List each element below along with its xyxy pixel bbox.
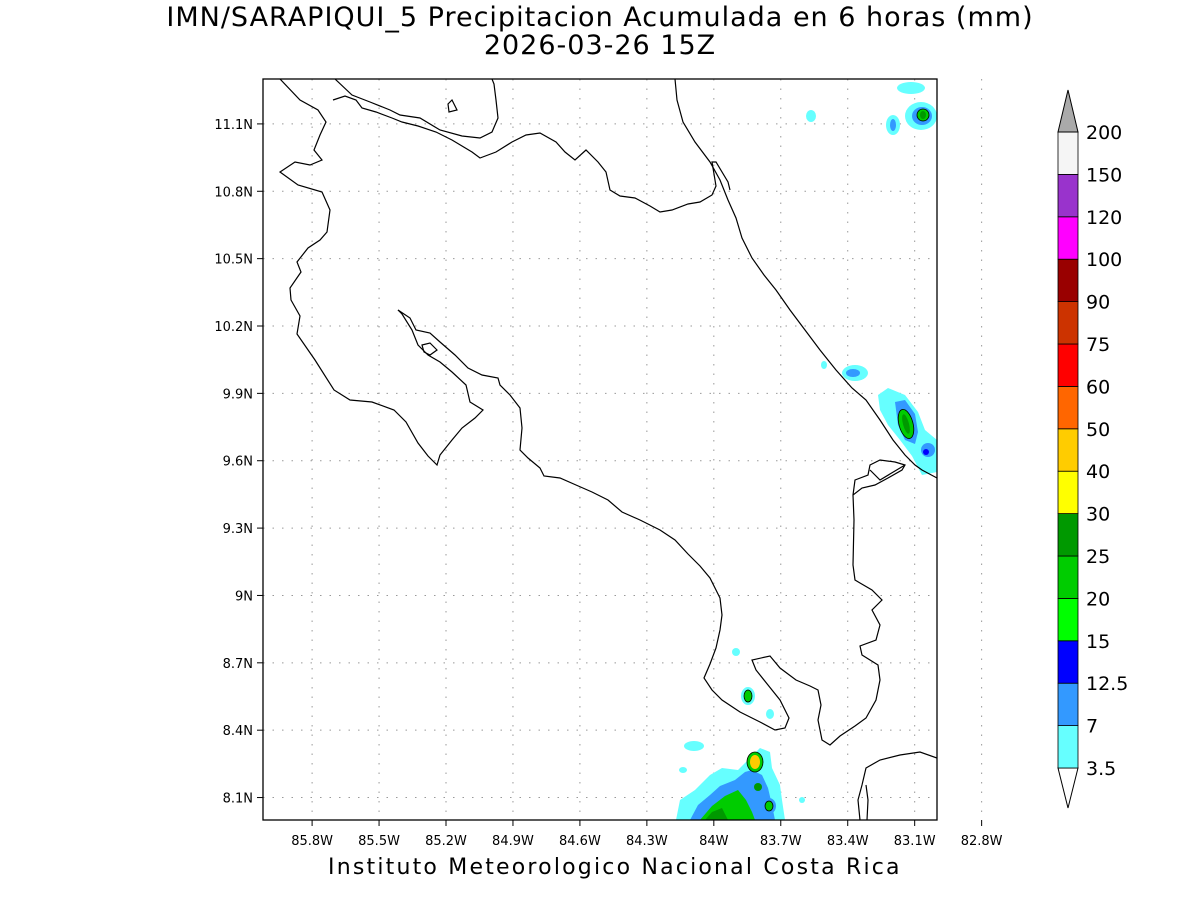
lon-label: 82.8W	[961, 834, 1003, 849]
legend-swatch	[1057, 513, 1079, 557]
legend-swatch	[1057, 173, 1079, 218]
lat-label: 8.1N	[223, 792, 253, 807]
legend-swatch	[1057, 131, 1079, 175]
legend-label: 25	[1086, 546, 1110, 568]
legend-label: 40	[1086, 461, 1110, 483]
lon-label: 85.5W	[358, 834, 400, 849]
legend-swatch	[1057, 682, 1079, 727]
lat-label: 9.6N	[223, 455, 253, 470]
legend-label: 15	[1086, 631, 1110, 653]
nicoya-island	[421, 342, 438, 356]
small-island-north	[447, 98, 458, 113]
lat-label: 8.7N	[223, 657, 253, 672]
lake-nicaragua-shore	[334, 79, 499, 139]
legend-swatch	[1057, 301, 1079, 345]
lat-label: 11.1N	[214, 118, 253, 133]
legend-label: 50	[1086, 419, 1110, 441]
legend-label: 150	[1086, 164, 1122, 186]
legend-label: 7	[1086, 716, 1098, 738]
legend-swatch	[1057, 555, 1079, 599]
legend-label: 200	[1086, 122, 1122, 144]
caribbean-coast	[674, 79, 937, 479]
panama-coast-south	[857, 751, 937, 820]
precip-blob-darkgreen-south	[705, 808, 728, 820]
map-frame	[262, 78, 938, 821]
legend-overflow-arrow	[1057, 89, 1079, 133]
legend-label: 100	[1086, 249, 1122, 271]
graticule-grid	[263, 79, 983, 820]
lon-label: 84W	[699, 834, 729, 849]
map-subtitle-date: 2026-03-26 15Z	[483, 30, 717, 61]
legend-label: 3.5	[1086, 758, 1116, 780]
legend-label: 75	[1086, 334, 1110, 356]
lat-label: 9.9N	[223, 387, 253, 402]
legend-label: 60	[1086, 376, 1110, 398]
legend-colorbar: 3.5 7 12.5 15 20 25 30 40 50 60 75 90 100 120 150 200	[1057, 89, 1128, 809]
legend-swatch	[1057, 258, 1079, 303]
legend-label: 20	[1086, 588, 1110, 610]
nicaragua-border-and-pacific-coast	[278, 79, 484, 467]
lon-label: 84.9W	[492, 834, 534, 849]
lon-label: 83.4W	[827, 834, 869, 849]
lat-label: 8.4N	[223, 724, 253, 739]
panama-border	[869, 464, 906, 481]
legend-swatch	[1057, 343, 1079, 387]
legend-swatch	[1057, 470, 1079, 515]
map-title: IMN/SARAPIQUI_5 Precipitacion Acumulada …	[166, 2, 1034, 33]
legend-label: 120	[1086, 207, 1122, 229]
axis-labels: 11.1N 10.8N 10.5N 10.2N 9.9N 9.6N 9.3N 9N 8.7N 8.…	[214, 118, 1002, 849]
legend-swatch	[1057, 725, 1079, 769]
legend-swatch	[1057, 385, 1079, 430]
osa-peninsula	[716, 700, 745, 730]
lon-label: 85.8W	[291, 834, 333, 849]
lat-label: 9N	[235, 589, 253, 604]
coastline-borders	[278, 79, 937, 820]
lat-label: 10.8N	[214, 185, 253, 200]
san-juan-river-border	[332, 95, 731, 213]
lon-label: 83.7W	[760, 834, 802, 849]
legend-label: 90	[1086, 292, 1110, 314]
nicoya-inner-coast	[397, 309, 906, 746]
lon-label: 84.3W	[626, 834, 668, 849]
lat-label: 10.5N	[214, 253, 253, 268]
legend-label: 12.5	[1086, 673, 1128, 695]
lat-label: 9.3N	[223, 522, 253, 537]
lat-label: 10.2N	[214, 320, 253, 335]
legend-swatch	[1057, 598, 1079, 642]
lon-label: 84.6W	[559, 834, 601, 849]
legend-swatch	[1057, 640, 1079, 684]
legend-underflow-arrow	[1057, 767, 1079, 809]
footer-credit: Instituto Meteorologico Nacional Costa R…	[328, 855, 902, 880]
lon-label: 83.1W	[894, 834, 936, 849]
legend-label: 30	[1086, 504, 1110, 526]
legend-swatch	[1057, 216, 1079, 260]
precip-contours	[676, 82, 937, 820]
legend-swatch	[1057, 428, 1079, 472]
lon-label: 85.2W	[425, 834, 467, 849]
